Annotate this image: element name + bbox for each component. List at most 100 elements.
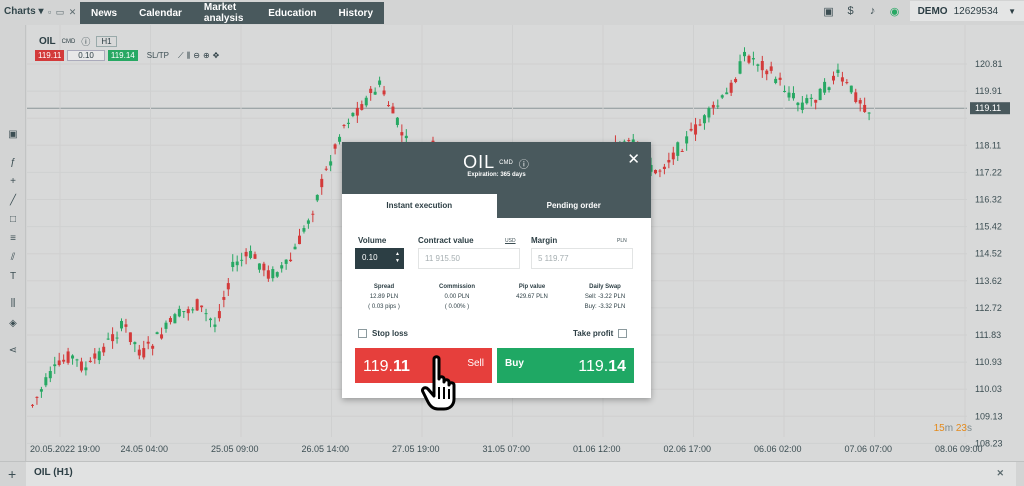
- move-icon[interactable]: ✥: [212, 51, 220, 60]
- stepper-arrows-icon[interactable]: ▲ ▼: [395, 251, 400, 264]
- stop-loss-label: Stop loss: [372, 329, 409, 338]
- candle-body: [854, 92, 858, 102]
- candle-body: [93, 353, 97, 359]
- hand-pointer-icon: [421, 355, 456, 411]
- candle-body: [689, 128, 693, 131]
- candle-body: [173, 314, 177, 324]
- wifi-icon: ◉: [889, 5, 900, 18]
- quick-sell-button[interactable]: 119.11: [35, 50, 65, 61]
- candle-body: [355, 107, 359, 116]
- layers-icon[interactable]: ◈: [9, 318, 17, 329]
- candle-body: [315, 194, 319, 201]
- zoom-in-icon[interactable]: ⊕: [202, 51, 210, 60]
- crosshair-tool-icon[interactable]: +: [10, 176, 16, 187]
- candle-body: [863, 104, 867, 112]
- window-controls[interactable]: ▫ ▭ ✕: [48, 7, 78, 17]
- tab-instant-execution[interactable]: Instant execution: [342, 194, 497, 218]
- bell-icon[interactable]: ♪: [869, 5, 876, 17]
- chart-type-icon[interactable]: ⟋: [177, 50, 184, 60]
- current-price-label: 119.11: [975, 103, 1001, 113]
- pip-value-label: Pip value: [518, 284, 546, 290]
- chart-tab[interactable]: OIL (H1) ✕: [26, 462, 1016, 486]
- price-axis-label: 108.23: [975, 438, 1003, 448]
- time-axis-label: 02.06 17:00: [664, 444, 712, 454]
- pitchfork-tool-icon[interactable]: ⫽: [10, 252, 16, 263]
- close-icon[interactable]: ✕: [627, 151, 640, 168]
- candle-body: [84, 367, 88, 371]
- account-mode: DEMO: [917, 5, 948, 17]
- candle-body: [306, 220, 310, 224]
- candle-body: [387, 105, 390, 107]
- nav-news[interactable]: News: [91, 7, 118, 19]
- candle-body: [378, 80, 382, 85]
- line-tool-icon[interactable]: ╱: [9, 195, 17, 206]
- sell-button[interactable]: 119.11 Sell: [355, 348, 492, 383]
- account-selector[interactable]: DEMO 12629534 ▼: [909, 1, 1024, 21]
- account-number: 12629534: [953, 5, 999, 17]
- candle-body: [182, 311, 186, 313]
- take-profit-checkbox[interactable]: Take profit: [573, 329, 628, 338]
- nav-calendar[interactable]: Calendar: [139, 7, 182, 19]
- info-icon[interactable]: ⓘ: [81, 37, 91, 47]
- rectangle-tool-icon[interactable]: □: [9, 214, 17, 225]
- candle-body: [725, 92, 729, 95]
- candle-body: [31, 404, 34, 406]
- share-icon[interactable]: ⋖: [8, 345, 18, 356]
- fibonacci-tool-icon[interactable]: ≡: [10, 233, 16, 244]
- candle-timer: 15m 23s: [934, 423, 972, 434]
- candles-icon[interactable]: ⫼: [186, 50, 191, 60]
- zoom-out-icon[interactable]: ⊖: [193, 51, 200, 60]
- timeframe-selector[interactable]: H1: [96, 36, 117, 47]
- candle-body: [204, 313, 208, 315]
- candle-body: [266, 270, 270, 279]
- candle-body: [840, 77, 844, 82]
- candle-body: [778, 77, 782, 80]
- close-icon[interactable]: ✕: [996, 468, 1004, 478]
- chart-symbol-type: CMD: [61, 38, 76, 45]
- candle-body: [168, 317, 172, 323]
- commission-label: Commission: [438, 284, 475, 290]
- nav-history[interactable]: History: [338, 7, 373, 19]
- price-axis-label: 119.91: [975, 86, 1002, 96]
- charts-menu[interactable]: Charts ▾: [4, 6, 44, 17]
- candle-body: [298, 235, 301, 245]
- price-axis-label: 120.81: [975, 59, 1003, 69]
- indicators-icon[interactable]: ⫼: [10, 298, 16, 309]
- sltp-toggle[interactable]: SL/TP: [146, 51, 169, 60]
- candle-body: [832, 75, 835, 81]
- candle-body: [320, 178, 324, 188]
- function-tool-icon[interactable]: ƒ: [10, 157, 16, 168]
- daily-swap-label: Daily Swap: [589, 284, 621, 290]
- quick-buy-button[interactable]: 119.14: [107, 50, 138, 61]
- order-tabs: Instant execution Pending order: [342, 194, 651, 218]
- nav-market-analysis[interactable]: Market analysis: [203, 2, 244, 24]
- candle-body: [111, 334, 115, 342]
- currency-icon[interactable]: $: [847, 5, 854, 17]
- cursor-tool-icon[interactable]: ▣: [8, 129, 18, 140]
- candle-body: [654, 169, 657, 174]
- tab-pending-order[interactable]: Pending order: [496, 194, 651, 218]
- stop-loss-checkbox[interactable]: Stop loss: [358, 329, 408, 338]
- layout-icon[interactable]: ▣: [823, 5, 834, 18]
- timer-seconds: 23: [955, 423, 967, 434]
- candle-body: [177, 308, 181, 317]
- text-tool-icon[interactable]: T: [9, 271, 17, 282]
- margin-unit: PLN: [617, 238, 627, 244]
- info-icon[interactable]: ⓘ: [518, 160, 530, 171]
- candle-body: [120, 320, 123, 329]
- candle-body: [160, 334, 164, 339]
- candle-body: [44, 377, 48, 386]
- buy-button[interactable]: Buy 119.14: [497, 348, 634, 383]
- volume-stepper[interactable]: 0.10 ▲ ▼: [355, 248, 404, 269]
- nav-education[interactable]: Education: [268, 7, 317, 19]
- contract-unit[interactable]: USD: [505, 238, 516, 244]
- timer-minutes: 15: [933, 423, 945, 434]
- candle-body: [155, 332, 159, 335]
- candle-body: [809, 97, 813, 99]
- add-tab-button[interactable]: +: [8, 466, 17, 482]
- quick-volume-input[interactable]: 0.10: [67, 50, 105, 61]
- time-axis-label: 27.05 19:00: [392, 444, 440, 454]
- candle-body: [351, 112, 355, 117]
- quick-trade-row: 119.11 0.10 119.14 SL/TP ⟋ ⫼ ⊖ ⊕ ✥: [35, 50, 219, 61]
- buy-price-pips: 14: [608, 358, 626, 375]
